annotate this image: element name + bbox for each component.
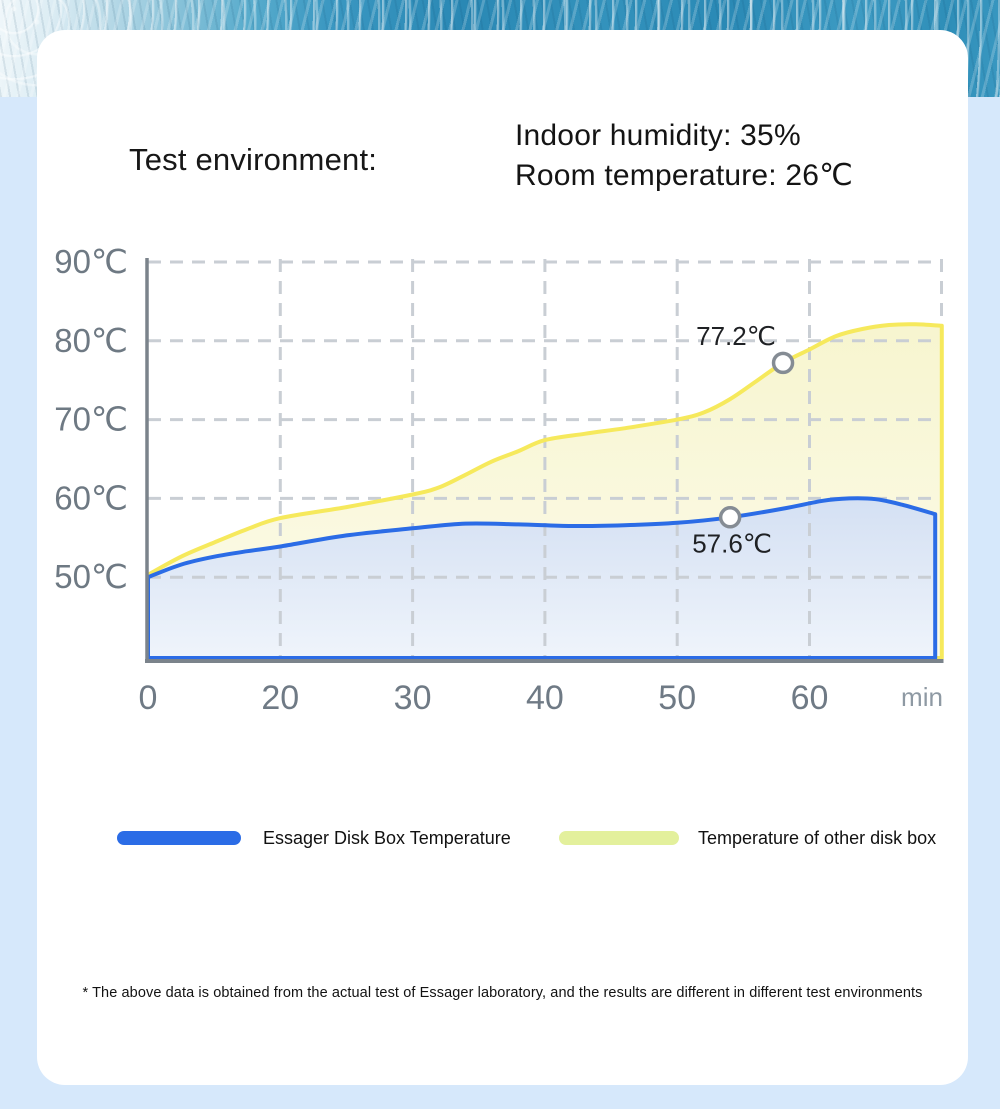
y-tick-label: 50℃ <box>54 558 128 595</box>
annotation-marker <box>771 351 795 375</box>
humidity-line: Indoor humidity: 35% <box>515 119 801 152</box>
room-temperature-line: Room temperature: 26℃ <box>515 159 854 192</box>
y-tick-label: 60℃ <box>54 479 128 516</box>
x-tick-label: 60 <box>791 679 829 717</box>
x-tick-label: 20 <box>261 679 299 717</box>
temperature-chart-canvas: 77.2℃ 57.6℃ 90℃ 80℃ 70℃ 60℃ 50℃ 0 20 30 40 50 60 min <box>54 243 944 717</box>
temperature-chart: 77.2℃ 57.6℃ 90℃ 80℃ 70℃ 60℃ 50℃ 0 20 30 40 50 60 min <box>37 210 968 730</box>
x-tick-label: 0 <box>139 679 158 717</box>
essager-area <box>148 498 936 658</box>
annotation-marker <box>718 506 742 529</box>
annotation-label: 57.6℃ <box>692 528 772 558</box>
legend-swatch-essager <box>117 831 241 845</box>
essager-line <box>146 496 938 660</box>
page-title: Test environment: <box>129 142 378 177</box>
x-tick-label: 30 <box>394 679 432 717</box>
other-line <box>146 322 944 660</box>
test-environment-info: Indoor humidity: 35% Room temperature: 2… <box>515 116 853 196</box>
footnote: * The above data is obtained from the ac… <box>82 985 923 1001</box>
x-axis-unit-label: min <box>901 682 943 712</box>
y-tick-label: 90℃ <box>54 243 128 280</box>
y-tick-label: 80℃ <box>54 322 128 359</box>
x-tick-label: 40 <box>526 679 564 717</box>
y-tick-label: 70℃ <box>54 401 128 438</box>
legend-label-essager: Essager Disk Box Temperature <box>263 828 511 848</box>
legend-label-other: Temperature of other disk box <box>698 828 937 848</box>
x-tick-label: 50 <box>658 679 696 717</box>
annotation-label: 77.2℃ <box>696 321 776 351</box>
content-card: Test environment: Indoor humidity: 35% R… <box>37 30 968 1085</box>
legend-swatch-other <box>559 831 679 845</box>
